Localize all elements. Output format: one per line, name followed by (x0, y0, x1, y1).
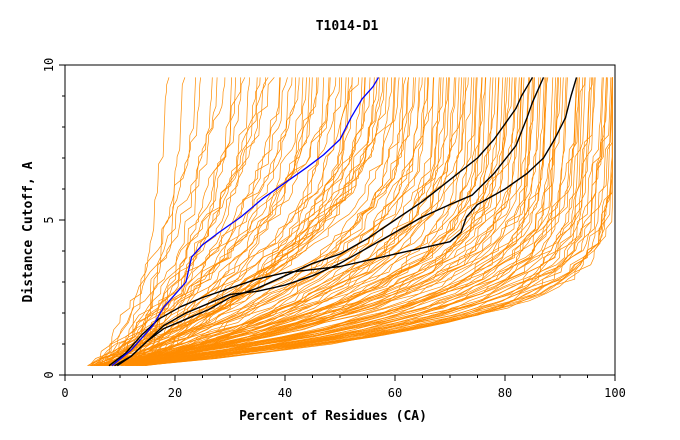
background-model-curve (87, 77, 416, 367)
background-model-curve (139, 77, 414, 367)
background-model-curve (117, 77, 449, 367)
background-model-curve (106, 77, 403, 367)
x-tick-label: 80 (498, 386, 512, 400)
background-model-curve (106, 77, 297, 366)
background-model-curve (97, 77, 349, 367)
reference-model-curve (116, 77, 545, 367)
x-axis-ticks: 0 20 40 60 80 100 (61, 375, 626, 400)
background-model-curve (104, 77, 535, 367)
background-model-curve (96, 77, 478, 367)
background-model-curve (99, 77, 218, 366)
background-model-curve (122, 77, 472, 367)
x-tick-label: 20 (168, 386, 182, 400)
background-model-curve (103, 77, 313, 367)
x-tick-label: 100 (604, 386, 626, 400)
background-model-curve (112, 77, 577, 367)
background-model-curve (100, 77, 593, 367)
x-tick-label: 0 (61, 386, 68, 400)
background-model-curve (100, 77, 491, 367)
background-model-curve (115, 77, 508, 367)
background-model-curve (105, 77, 535, 367)
background-model-curve (136, 77, 396, 367)
background-model-curve (106, 77, 542, 367)
background-model-curve (91, 77, 385, 367)
background-model-curve (110, 77, 475, 367)
background-model-curve (101, 77, 359, 367)
background-model-curve (133, 77, 607, 367)
background-model-curve (131, 77, 366, 367)
background-model-curve (103, 77, 486, 367)
background-model-curve (104, 77, 293, 366)
background-model-curve (116, 77, 580, 367)
background-model-curve (87, 77, 371, 367)
x-tick-label: 40 (278, 386, 292, 400)
y-axis-ticks: 0 5 10 (42, 58, 65, 379)
background-model-curve (122, 77, 170, 366)
x-axis-label: Percent of Residues (CA) (239, 409, 427, 424)
background-model-curve (112, 77, 554, 367)
highlighted-model-curves (108, 77, 578, 367)
background-model-curve (103, 77, 331, 367)
background-model-curve (90, 77, 400, 367)
reference-model-curve (108, 77, 578, 367)
background-model-curve (99, 77, 407, 367)
background-model-curve (88, 77, 337, 366)
background-model-curve (144, 77, 564, 367)
background-model-curve (95, 77, 366, 367)
background-model-curve (101, 77, 604, 367)
background-model-curve (120, 77, 343, 366)
background-model-curve (90, 77, 318, 366)
background-model-curve (93, 77, 562, 367)
background-model-curve (129, 77, 584, 367)
background-model-curve (101, 77, 275, 366)
highlighted-model-curve (111, 77, 380, 367)
background-model-curve (136, 77, 586, 367)
background-model-curve (99, 77, 201, 366)
background-model-curve (138, 77, 510, 367)
x-tick-label: 60 (388, 386, 402, 400)
background-model-curve (126, 77, 504, 367)
background-model-curve (105, 77, 246, 366)
background-model-curve (131, 77, 549, 367)
y-axis-label: Distance Cutoff, A (21, 161, 36, 302)
background-model-curves (87, 77, 613, 367)
background-model-curve (101, 77, 516, 367)
background-model-curve (126, 77, 380, 366)
background-model-curve (145, 77, 613, 367)
background-model-curve (106, 77, 410, 367)
background-model-curve (114, 77, 450, 367)
background-model-curve (112, 77, 288, 366)
background-model-curve (122, 77, 395, 367)
background-model-curve (124, 77, 196, 366)
background-model-curve (105, 77, 226, 366)
background-model-curve (130, 77, 378, 366)
background-model-curve (135, 77, 384, 367)
y-tick-label: 10 (42, 58, 56, 72)
background-model-curve (95, 77, 409, 367)
background-model-curve (90, 77, 500, 367)
background-model-curve (110, 77, 586, 367)
y-tick-label: 0 (42, 371, 56, 378)
background-model-curve (141, 77, 467, 367)
background-model-curve (95, 77, 434, 367)
background-model-curve (127, 77, 429, 366)
background-model-curve (93, 77, 447, 367)
background-model-curve (91, 77, 596, 367)
background-model-curve (102, 77, 435, 367)
background-model-curve (129, 77, 591, 367)
chart-title: T1014-D1 (316, 19, 379, 34)
background-model-curve (100, 77, 548, 367)
background-model-curve (137, 77, 242, 366)
y-tick-label: 5 (42, 216, 56, 223)
background-model-curve (103, 77, 529, 367)
background-model-curve (97, 77, 613, 367)
background-model-curve (103, 77, 429, 367)
reference-model-curve (114, 77, 534, 367)
background-model-curve (120, 77, 307, 366)
background-model-curve (121, 77, 603, 367)
background-model-curve (143, 77, 426, 367)
background-model-curve (130, 77, 557, 367)
